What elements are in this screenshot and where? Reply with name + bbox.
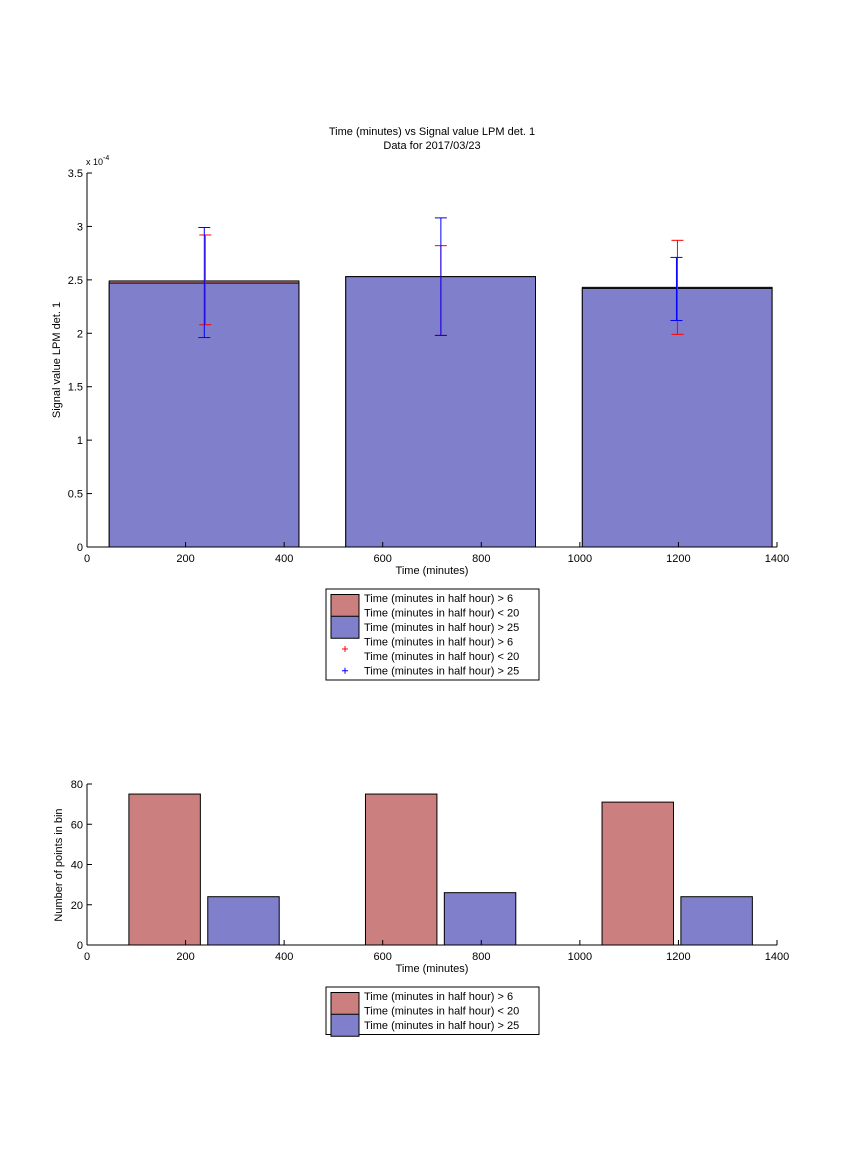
chart1-legend-box [325,588,540,681]
chart2-x-tick-label: 1200 [666,951,690,963]
chart1-legend-text: Time (minutes in half hour) > 25 [364,622,519,634]
chart1-y-tick-label: 1 [77,435,83,447]
chart2-legend-text: Time (minutes in half hour) < 20 [364,1006,519,1018]
chart1-legend-swatch [330,615,360,639]
chart1-y-tick-label: 3 [77,221,83,233]
chart2-x-tick-label: 800 [472,951,490,963]
chart2-legend-text: Time (minutes in half hour) > 6 [364,991,513,1003]
chart2-x-tick-label: 1400 [765,951,789,963]
chart2-x-tick-label: 0 [84,951,90,963]
chart1-legend-text: Time (minutes in half hour) < 20 [364,651,519,663]
chart2-legend-box [325,986,540,1035]
chart2-y-tick-label: 20 [71,900,83,912]
chart1-y-tick-label: 0.5 [68,489,83,501]
chart1-legend-swatch [330,594,360,617]
chart2-bar [680,896,753,946]
chart1-legend-text: Time (minutes in half hour) > 6 [364,593,513,605]
chart2-bar [128,793,201,946]
chart1-y-tick-label: 2 [77,328,83,340]
chart1-plot: 0 200 400 600 800 1000 1200 1400 0 0.5 1 1.5 2 2.5 3 3.… [68,168,790,565]
chart2-x-tick-label: 400 [275,951,293,963]
chart1-x-tick-label: 1000 [568,553,592,565]
chart2-bar [601,801,674,946]
chart1-x-axis-label: Time (minutes) [396,565,469,577]
chart1-legend-text: Time (minutes in half hour) < 20 [364,608,519,620]
chart2-legend-swatch [330,992,360,1015]
chart2-y-tick-label: 80 [71,779,83,791]
chart1-subtitle: Data for 2017/03/23 [383,140,480,152]
chart1-x-tick-label: 1400 [765,553,789,565]
chart2-y-tick-label: 40 [71,860,83,872]
chart2-y-axis-label: Number of points in bin [53,808,65,921]
chart1-x-tick-label: 0 [84,553,90,565]
chart1-x-tick-label: 1200 [666,553,690,565]
chart1-y-tick-label: 3.5 [68,168,83,180]
chart1-y-exponent-power: -4 [103,155,109,162]
chart1-y-axis-label: Signal value LPM det. 1 [51,302,63,418]
chart1-y-exponent: x 10-4 [86,155,109,167]
chart1-y-tick-label: 1.5 [68,382,83,394]
chart2-legend-swatch [330,1013,360,1037]
chart2-x-tick-label: 600 [374,951,392,963]
chart1-y-tick-label: 2.5 [68,275,83,287]
chart1-x-tick-label: 600 [374,553,392,565]
chart2-legend: Time (minutes in half hour) > 6 Time (min… [325,986,540,1037]
chart1-title: Time (minutes) vs Signal value LPM det. … [329,126,535,138]
chart1-legend: Time (minutes in half hour) > 6 Time (min… [325,588,540,681]
chart2-legend-text: Time (minutes in half hour) > 25 [364,1020,519,1032]
chart2-bar [207,896,280,946]
chart1-legend-text: Time (minutes in half hour) > 6 [364,637,513,649]
chart2-bar [364,793,438,946]
chart2-y-tick-label: 0 [77,940,83,952]
chart2-bar [443,892,517,946]
chart2-y-tick-label: 60 [71,819,83,831]
chart2-x-tick-label: 200 [176,951,194,963]
chart1-legend-text: Time (minutes in half hour) > 25 [364,666,519,678]
chart2-x-axis-label: Time (minutes) [396,963,469,975]
chart2-plot: 0 200 400 600 800 1000 1200 1400 0 20 40 60 80 [71,779,789,963]
chart2-x-tick-label: 1000 [568,951,592,963]
chart1-y-tick-label: 0 [77,542,83,554]
chart1-x-tick-label: 200 [176,553,194,565]
chart1-y-exponent-base: x 10 [86,157,103,167]
chart1-x-tick-label: 400 [275,553,293,565]
chart1-x-tick-label: 800 [472,553,490,565]
